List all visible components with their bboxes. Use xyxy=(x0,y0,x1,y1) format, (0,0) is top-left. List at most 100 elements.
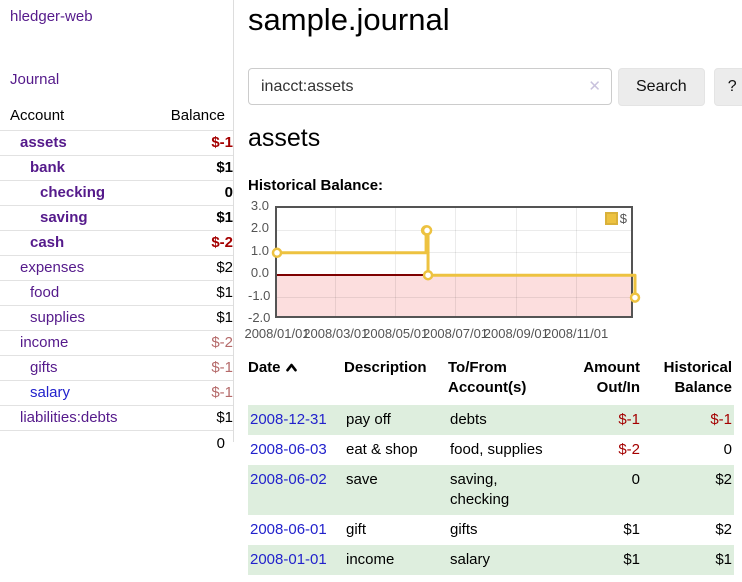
search-button[interactable]: Search xyxy=(618,68,705,106)
account-row: checking 0 xyxy=(0,180,233,206)
register-row: 2008-06-01 gift gifts $1 $2 xyxy=(248,515,734,545)
transaction-date-link[interactable]: 2008-06-03 xyxy=(250,441,327,458)
register-row: 2008-06-03 eat & shop food, supplies $-2 0 xyxy=(248,435,734,465)
data-point-marker xyxy=(422,269,434,281)
y-axis-tick-label: 2.0 xyxy=(250,220,269,236)
accounts-table: Account Balance assets $-1 bank $1 checking 0… xyxy=(0,103,233,456)
register-row: 2008-12-31 pay off debts $-1 $-1 xyxy=(248,405,734,435)
x-axis-tick-label: 2008/11/01 xyxy=(544,326,609,341)
register-amount-cell: $1 xyxy=(623,521,640,538)
balance-series xyxy=(271,225,641,303)
account-link[interactable]: liabilities:debts xyxy=(20,409,118,426)
chart-plot-area: $ xyxy=(271,206,641,318)
account-balance: $1 xyxy=(216,209,233,226)
register-row: 2008-01-01 income salary $1 $1 xyxy=(248,545,734,575)
account-link[interactable]: salary xyxy=(30,384,71,401)
account-balance: $1 xyxy=(216,309,233,326)
legend-label: $ xyxy=(619,211,627,226)
register-description-cell: eat & shop xyxy=(346,441,418,458)
register-balance-cell: $2 xyxy=(715,521,732,538)
register-header-balance: Historical Balance xyxy=(663,359,732,396)
account-row: cash $-2 xyxy=(0,230,233,256)
register-amount-cell: $1 xyxy=(623,551,640,568)
negative-region xyxy=(277,275,631,316)
chart-legend: $ xyxy=(604,211,627,226)
page-title: sample.journal xyxy=(248,2,450,37)
clear-search-icon[interactable]: ✕ xyxy=(588,78,601,95)
account-link[interactable]: expenses xyxy=(20,259,85,276)
search-input[interactable] xyxy=(248,68,612,105)
register-header-amount: Amount Out/In xyxy=(583,359,640,396)
register-table: Date Description To/From Account(s) Amou… xyxy=(248,355,734,575)
register-header-date[interactable]: Date xyxy=(248,355,344,405)
x-axis-tick-label: 2008/07/01 xyxy=(422,326,489,341)
account-balance: $-1 xyxy=(211,384,233,401)
app-title-link[interactable]: hledger-web xyxy=(10,8,93,25)
y-axis-tick-label: 1.0 xyxy=(250,242,269,258)
help-button[interactable]: ? xyxy=(713,68,742,106)
account-link[interactable]: checking xyxy=(40,184,106,201)
account-link[interactable]: food xyxy=(30,284,60,301)
register-amount-cell: $-1 xyxy=(618,411,640,428)
account-link[interactable]: saving xyxy=(40,209,88,226)
account-row: bank $1 xyxy=(0,155,233,181)
gridline-vertical xyxy=(515,208,517,316)
y-axis-tick-label: 3.0 xyxy=(250,198,269,213)
register-date-cell: 2008-06-01 xyxy=(248,515,344,545)
register-balance-cell: 0 xyxy=(723,441,732,458)
transaction-date-link[interactable]: 2008-12-31 xyxy=(250,411,327,428)
register-balance-cell: $-1 xyxy=(710,411,732,428)
register-header-description: Description xyxy=(344,359,427,376)
x-axis-tick-label: 2008/05/01 xyxy=(363,326,429,341)
transaction-date-link[interactable]: 2008-06-02 xyxy=(250,471,327,488)
y-axis-tick-label: -1.0 xyxy=(248,287,271,303)
chart-label: Historical Balance: xyxy=(248,177,384,194)
account-row: liabilities:debts $1 xyxy=(0,405,233,431)
account-row: income $-2 xyxy=(0,330,233,356)
account-link[interactable]: cash xyxy=(30,234,65,251)
account-link[interactable]: gifts xyxy=(30,359,58,376)
register-date-cell: 2008-12-31 xyxy=(248,405,344,435)
account-link[interactable]: bank xyxy=(30,159,66,176)
gridline-vertical xyxy=(575,208,577,316)
account-row: gifts $-1 xyxy=(0,355,233,381)
account-balance: 0 xyxy=(224,184,233,201)
transaction-date-link[interactable]: 2008-06-01 xyxy=(250,521,327,538)
sort-ascending-icon xyxy=(285,363,297,372)
accounts-total-value: 0 xyxy=(216,435,225,452)
historical-balance-chart: $3.0 2.0 1.0 0.0 -1.0 -2.0 2008/01/01 2008/03/0… xyxy=(244,198,641,341)
register-accounts-cell: food, supplies xyxy=(450,441,543,458)
account-link[interactable]: income xyxy=(20,334,69,351)
register-accounts-cell: salary xyxy=(450,551,491,568)
x-axis-tick-label: 2008/01/01 xyxy=(244,326,310,341)
accounts-header-account: Account xyxy=(10,107,65,124)
register-description-cell: save xyxy=(346,471,378,488)
account-balance: $-2 xyxy=(211,234,233,251)
account-row: salary $-1 xyxy=(0,380,233,406)
register-amount-cell: 0 xyxy=(631,471,640,488)
search-input-wrap: ✕ xyxy=(248,68,612,105)
register-row: 2008-06-02 save saving, checking 0 $2 xyxy=(248,465,734,515)
transaction-date-link[interactable]: 2008-01-01 xyxy=(250,551,327,568)
sidebar-item-journal[interactable]: Journal xyxy=(10,71,60,88)
account-link[interactable]: supplies xyxy=(30,309,86,326)
account-link[interactable]: assets xyxy=(20,134,67,151)
account-balance: $2 xyxy=(216,259,233,276)
gridline-vertical xyxy=(395,208,397,316)
register-accounts-cell: gifts xyxy=(450,521,478,538)
account-row: supplies $1 xyxy=(0,305,233,331)
data-point-marker xyxy=(629,292,641,303)
data-point-marker xyxy=(271,247,283,259)
y-axis-tick-label: 0.0 xyxy=(250,265,269,281)
y-axis-tick-label: -2.0 xyxy=(248,310,271,325)
register-balance-cell: $1 xyxy=(715,551,732,568)
sidebar: hledger-web Journal Account Balance asse… xyxy=(0,0,234,452)
register-accounts-cell: debts xyxy=(450,411,487,428)
x-axis-tick-label: 2008/03/01 xyxy=(303,326,369,341)
data-point-marker xyxy=(421,225,433,236)
gridline-horizontal xyxy=(277,297,631,299)
search-bar: ✕ Search ? xyxy=(248,68,742,106)
account-balance: $1 xyxy=(216,159,233,176)
account-balance: $-1 xyxy=(211,134,233,151)
gridline-vertical xyxy=(335,208,337,316)
